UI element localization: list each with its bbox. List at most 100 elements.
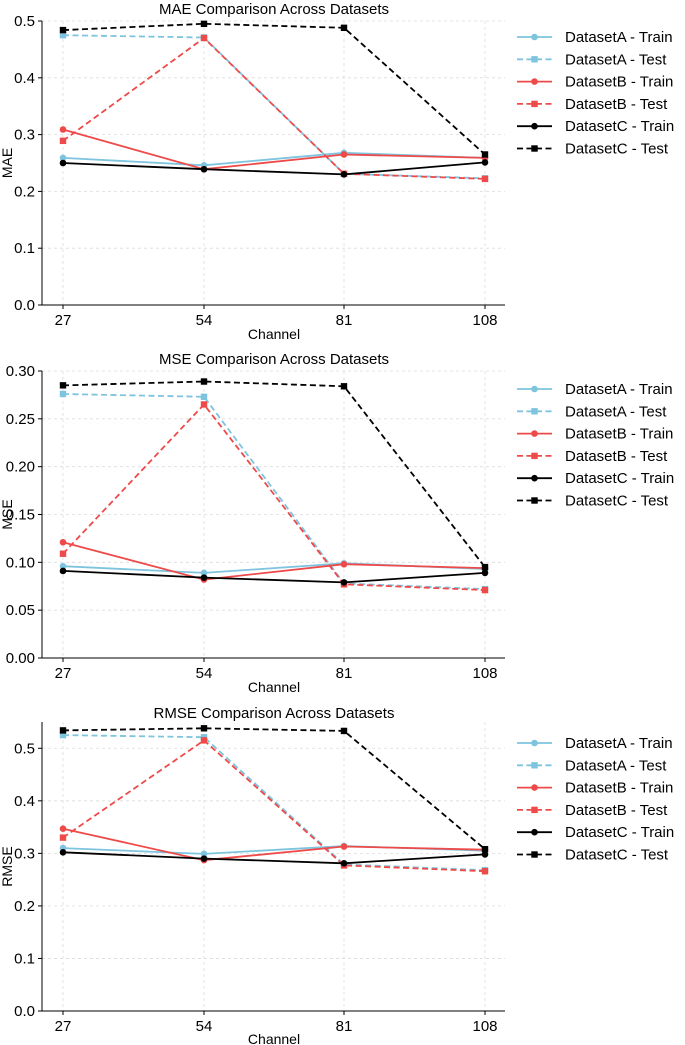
y-tick-label: 0.2 xyxy=(14,898,35,915)
chart-title: RMSE Comparison Across Datasets xyxy=(154,705,395,722)
series-line xyxy=(62,151,486,167)
legend-label: DatasetB - Test xyxy=(565,802,668,819)
legend-label: DatasetA - Train xyxy=(565,29,673,46)
legend-swatch-marker xyxy=(531,497,538,504)
data-point xyxy=(340,727,348,735)
x-tick-label: 81 xyxy=(336,312,353,329)
legend: DatasetA - Train DatasetA - Test DatasetB … xyxy=(517,735,674,864)
legend-label: DatasetB - Train xyxy=(565,426,673,443)
data-point xyxy=(200,850,208,858)
x-axis-label: Channel xyxy=(248,679,300,695)
chart-panel-rmse: 0.0 0.1 0.2 0.3 0.4 0.5 27 54 81 108 RMSE Comparis… xyxy=(0,705,674,1045)
data-point xyxy=(59,137,67,145)
data-point xyxy=(200,574,208,581)
legend: DatasetA - Train DatasetA - Test DatasetB … xyxy=(517,381,674,510)
x-tick-label: 54 xyxy=(196,1018,213,1035)
data-point xyxy=(481,175,489,183)
legend-swatch-marker xyxy=(531,851,538,858)
legend-label: DatasetB - Test xyxy=(565,96,668,113)
series-line xyxy=(62,403,486,591)
legend-label: DatasetA - Test xyxy=(565,51,667,68)
legend-swatch-marker xyxy=(531,100,538,108)
legend-swatch-marker xyxy=(531,452,538,460)
y-tick-label: 0.5 xyxy=(14,740,35,757)
series-line xyxy=(62,22,486,156)
data-point xyxy=(59,32,67,39)
legend: DatasetA - Train DatasetA - Test DatasetB … xyxy=(517,29,674,158)
legend-swatch-marker xyxy=(531,145,538,152)
legend-label: DatasetC - Train xyxy=(565,824,674,841)
legend-swatch-marker xyxy=(531,78,538,85)
data-point xyxy=(200,34,208,42)
legend-label: DatasetB - Test xyxy=(565,448,668,465)
chart-panel-mae: 0.0 0.1 0.2 0.3 0.4 0.5 27 54 81 108 MAE Compariso… xyxy=(0,1,674,342)
y-tick-label: 0.4 xyxy=(14,70,35,87)
legend-swatch-marker xyxy=(531,56,538,63)
legend-swatch-marker xyxy=(531,762,538,769)
data-point xyxy=(200,378,208,385)
legend-swatch-marker xyxy=(531,474,538,482)
data-point xyxy=(340,860,348,867)
data-point xyxy=(59,550,67,557)
x-tick-label: 108 xyxy=(472,1018,497,1035)
series-datasetc-test xyxy=(59,725,489,853)
data-point xyxy=(59,834,67,841)
data-point xyxy=(200,20,208,28)
y-tick-label: 0.15 xyxy=(6,507,35,524)
data-point xyxy=(481,569,489,577)
y-tick-label: 0.0 xyxy=(14,297,35,314)
chart-panel-mse: 0.00 0.05 0.10 0.15 0.20 0.25 0.30 27 54 81 108 MSE… xyxy=(0,351,674,695)
data-point xyxy=(481,151,489,158)
data-point xyxy=(59,567,67,575)
series-line xyxy=(62,734,486,872)
y-tick-label: 0.10 xyxy=(6,554,35,571)
series-datasetb-test xyxy=(59,401,489,594)
x-tick-label: 54 xyxy=(196,312,213,329)
data-point xyxy=(340,843,348,850)
x-tick-label: 27 xyxy=(55,1018,72,1035)
y-tick-label: 0.3 xyxy=(14,127,35,144)
y-tick-label: 0.2 xyxy=(14,183,35,200)
legend-label: DatasetA - Test xyxy=(565,757,667,774)
series-dataseta-test xyxy=(59,731,489,874)
legend-label: DatasetB - Train xyxy=(565,780,673,797)
data-point xyxy=(59,382,67,389)
series-dataseta-test xyxy=(59,390,489,593)
series-line xyxy=(62,393,486,590)
legend-swatch-marker xyxy=(531,33,538,41)
data-point xyxy=(200,569,208,577)
data-point xyxy=(481,159,489,166)
data-point xyxy=(59,849,67,856)
data-point xyxy=(200,401,208,408)
x-tick-label: 81 xyxy=(336,1018,353,1035)
series-datasetc-train xyxy=(59,567,489,586)
y-tick-label: 0.5 xyxy=(14,13,35,30)
y-tick-label: 0.00 xyxy=(6,650,35,667)
y-tick-label: 0.25 xyxy=(6,411,35,428)
series-line xyxy=(62,380,486,568)
legend-label: DatasetC - Train xyxy=(565,470,674,487)
chart-title: MAE Comparison Across Datasets xyxy=(159,1,389,18)
legend-label: DatasetC - Test xyxy=(565,141,669,158)
series-line xyxy=(62,570,486,584)
data-point xyxy=(340,24,348,32)
data-point xyxy=(59,731,67,739)
x-tick-label: 108 xyxy=(472,312,497,329)
series-line xyxy=(62,727,486,850)
legend-label: DatasetA - Train xyxy=(565,735,673,752)
legend-swatch-marker xyxy=(531,784,538,791)
data-point xyxy=(481,563,489,571)
legend-label: DatasetC - Test xyxy=(565,847,669,864)
series-datasetc-test xyxy=(59,20,489,158)
y-tick-label: 0.0 xyxy=(14,1003,35,1020)
data-point xyxy=(340,579,348,586)
x-tick-label: 27 xyxy=(55,665,72,682)
series-line xyxy=(62,851,486,865)
data-point xyxy=(200,737,208,744)
data-point xyxy=(59,562,67,570)
data-point xyxy=(200,855,208,862)
legend-label: DatasetA - Train xyxy=(565,381,673,398)
x-axis-label: Channel xyxy=(248,326,300,342)
y-axis-label: RMSE xyxy=(0,846,15,886)
